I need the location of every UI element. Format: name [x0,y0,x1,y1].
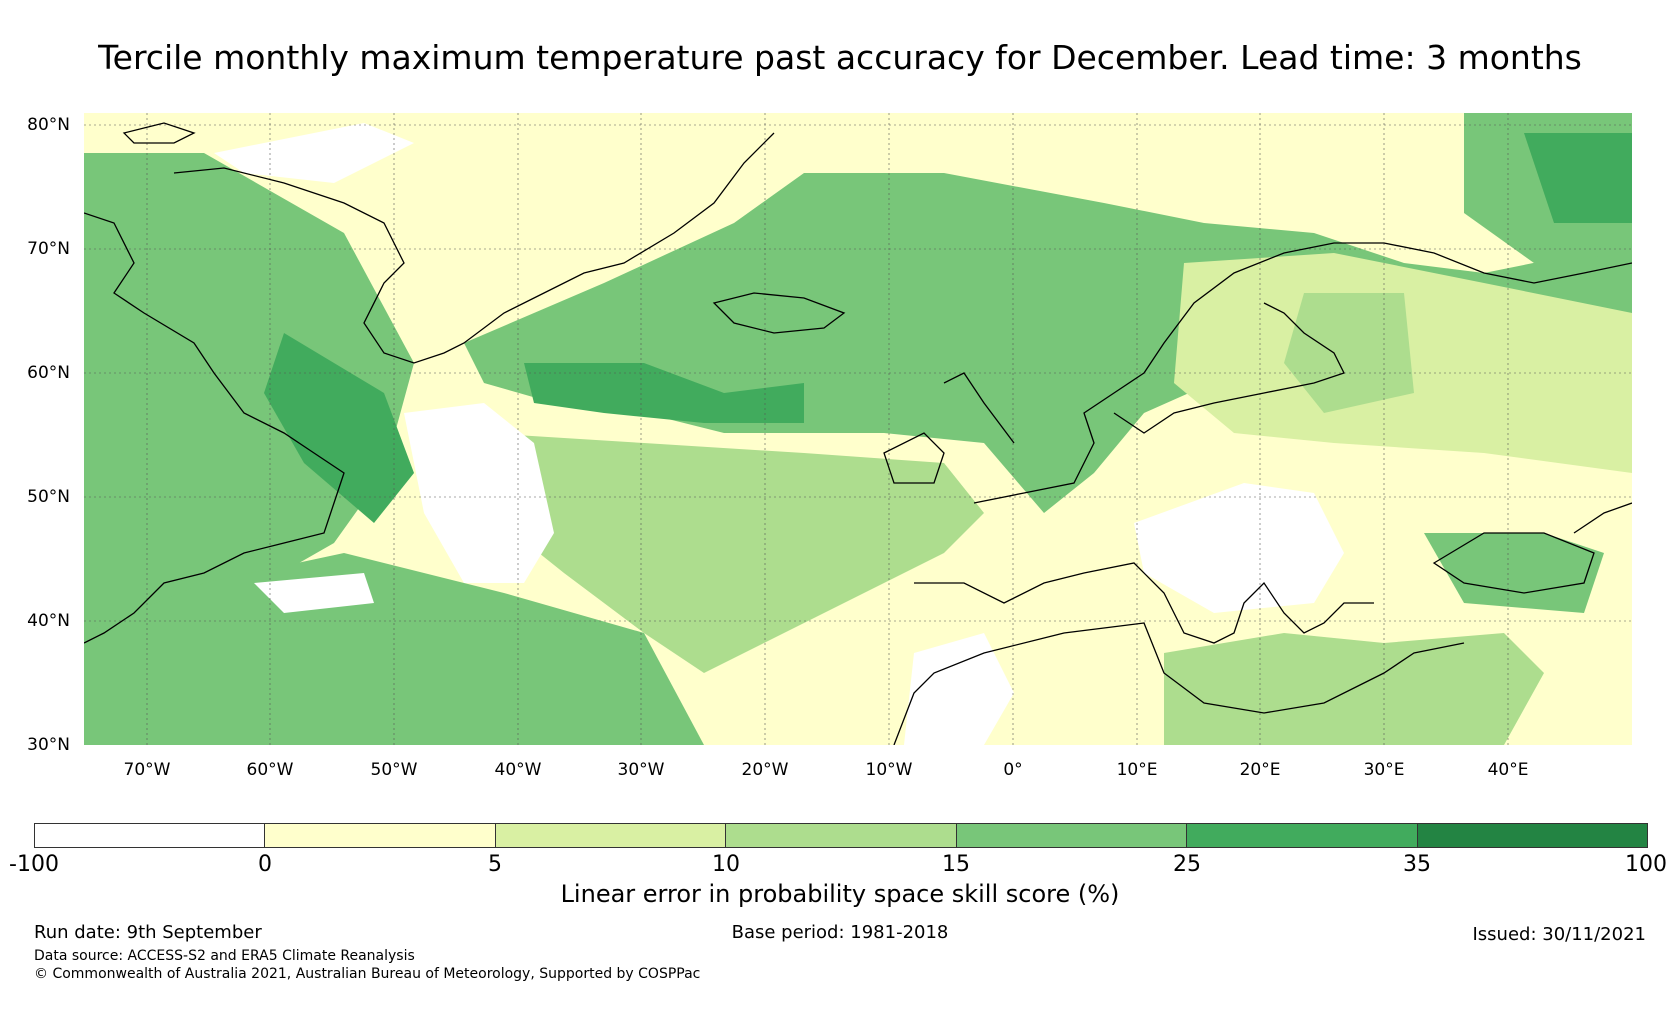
colorbar-tick: 5 [488,852,502,877]
caspian-coast [1573,502,1632,534]
lat-label-80n: 80°N [27,115,70,135]
ireland-coast [883,432,945,484]
lon-label-40w: 40°W [494,760,542,780]
coastlines [84,122,1632,745]
colorbar-tick: 10 [712,852,740,877]
iceland-coast [712,292,846,334]
lon-label-30w: 30°W [617,760,665,780]
zone-labrador [84,153,414,673]
lat-label-50n: 50°N [27,487,70,507]
zone-negative-atlantic [404,403,554,583]
lat-label-60n: 60°N [27,363,70,383]
zone-negative-us-coast [254,573,374,613]
lat-label-70n: 70°N [27,239,70,259]
zone-black-sea [1424,533,1604,613]
lon-label-0: 0° [1003,760,1023,780]
colorbar-segment-neg100-0 [35,824,266,847]
zone-negative-arctic [214,123,414,183]
zone-arctic-strong [1524,133,1632,223]
greenland-coast [173,132,775,364]
north-america-coast [84,212,345,644]
colorbar-segment-5-10 [495,824,727,847]
zone-north-africa [1164,633,1544,745]
lon-label-60w: 60°W [246,760,294,780]
britain-coast [943,372,1015,444]
colorbar-segment-10-15 [726,824,957,847]
lat-label-30n: 30°N [27,735,70,755]
norway-coast [973,242,1632,504]
colorbar-tick: -100 [9,852,59,877]
run-date: Run date: 9th September [34,922,262,943]
colorbar-tick: 15 [942,852,970,877]
lon-label-30e: 30°E [1363,760,1405,780]
lon-label-40e: 40°E [1487,760,1529,780]
skill-score-map [84,113,1632,745]
zone-midlatitude [484,433,984,673]
colorbar-segment-0-5 [265,824,496,847]
black-sea-coast [1432,532,1595,594]
lon-label-50w: 50°W [370,760,418,780]
baffin-coast [122,122,196,144]
colorbar-segment-35-100 [1417,824,1647,847]
zone-negative-mediterranean [1134,483,1344,613]
colorbar-segment-25-35 [1187,824,1418,847]
north-africa-coast [893,622,1465,745]
lon-label-20e: 20°E [1239,760,1281,780]
colorbar-label: Linear error in probability space skill … [560,880,1120,908]
colorbar-tick: 0 [258,852,272,877]
zone-atlantic-strong [524,363,804,423]
graticule [84,113,1632,745]
base-period: Base period: 1981-2018 [731,922,949,943]
colorbar-tick: 100 [1625,852,1667,877]
issued-date: Issued: 30/11/2021 [1472,924,1646,945]
zone-negative-morocco [904,633,1014,745]
lon-label-70w: 70°W [123,760,171,780]
lon-label-20w: 20°W [741,760,789,780]
colorbar [34,823,1648,848]
map-title: Tercile monthly maximum temperature past… [98,38,1582,77]
copyright: © Commonwealth of Australia 2021, Austra… [34,966,701,982]
lon-label-10e: 10°E [1116,760,1158,780]
lon-label-10w: 10°W [865,760,913,780]
baltic-coast [1113,302,1345,434]
zone-finland [1284,293,1414,413]
map-canvas [84,113,1632,745]
data-source: Data source: ACCESS-S2 and ERA5 Climate … [34,948,415,964]
south-europe-coast [914,562,1374,644]
colorbar-segment-15-25 [956,824,1188,847]
colorbar-tick: 35 [1403,852,1431,877]
colorbar-tick: 25 [1173,852,1201,877]
zone-labrador-strong [264,333,414,523]
lat-label-40n: 40°N [27,611,70,631]
